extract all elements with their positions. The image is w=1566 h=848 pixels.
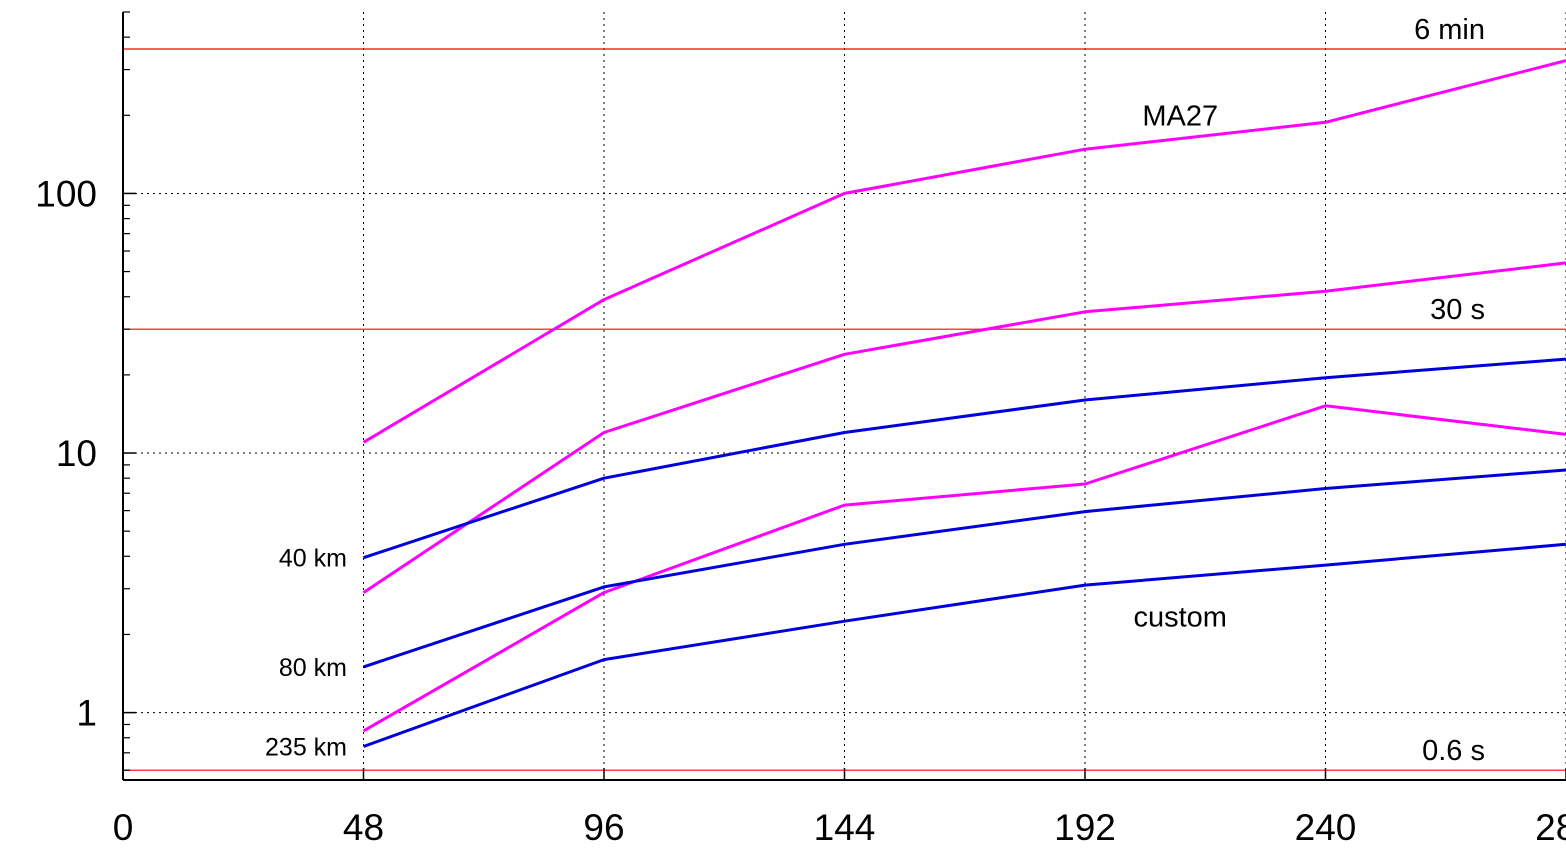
x-tick-label-96: 96	[583, 807, 624, 848]
x-tick-label-0: 0	[113, 807, 134, 848]
series-start-label-2: 235 km	[265, 734, 347, 762]
x-tick-label-240: 240	[1295, 807, 1357, 848]
x-tick-label-48: 48	[343, 807, 384, 848]
x-tick-label-192: 192	[1054, 807, 1116, 848]
reference-label-1: 30 s	[1430, 294, 1485, 326]
series-line-0	[362, 59, 1566, 444]
x-tick-label-288: 288	[1535, 807, 1566, 848]
series-line-4	[363, 468, 1566, 669]
series-line-2	[362, 404, 1566, 733]
annotation-0: MA27	[1142, 100, 1218, 132]
reference-label-2: 0.6 s	[1422, 735, 1485, 767]
axes	[122, 11, 1566, 781]
series-line-3	[363, 357, 1566, 560]
y-tick-label-1: 1	[76, 693, 97, 734]
series-line-5	[362, 542, 1566, 748]
series-line-1	[362, 261, 1566, 594]
x-tick-label-144: 144	[814, 807, 876, 848]
labels: 6 min 30 s 0.6 s 0 48 96 144 192 240 288 1 10 100 40 …	[35, 14, 1566, 848]
y-tick-label-100: 100	[35, 173, 97, 214]
annotation-1: custom	[1133, 601, 1226, 633]
series-start-label-1: 80 km	[279, 654, 347, 682]
series-lines	[362, 59, 1566, 748]
y-tick-label-10: 10	[56, 433, 97, 474]
reference-label-0: 6 min	[1414, 14, 1485, 46]
series-start-label-0: 40 km	[279, 545, 347, 573]
